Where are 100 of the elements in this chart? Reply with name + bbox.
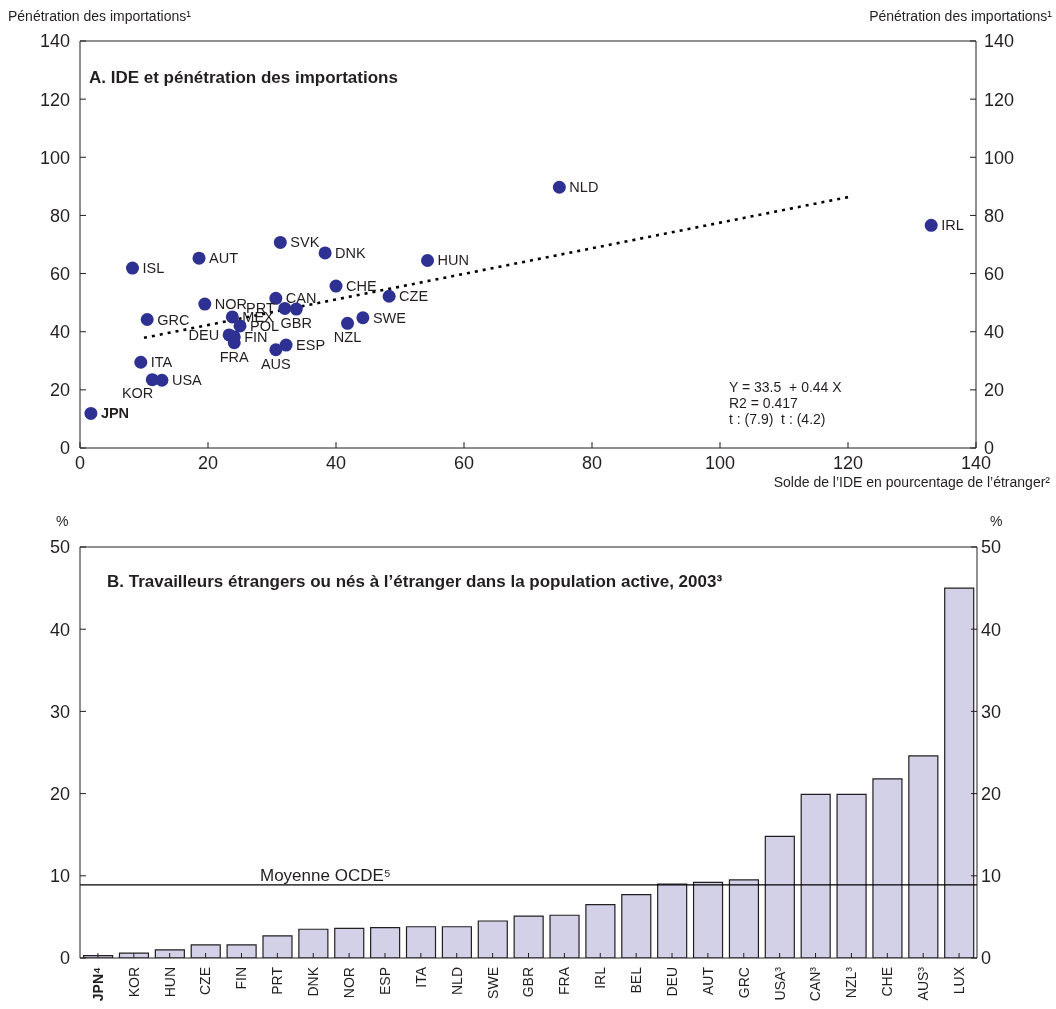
x-tick-label: BEL <box>628 966 645 994</box>
y2-tick-label: 140 <box>984 31 1015 52</box>
series-label: ISL <box>142 260 165 277</box>
x-tick-label: DEU <box>663 967 680 997</box>
y-tick-label: 60 <box>49 263 70 284</box>
point <box>279 338 293 352</box>
x-tick-label: 80 <box>581 452 603 473</box>
point <box>192 251 206 265</box>
point <box>198 297 212 311</box>
series-label: NLD <box>569 179 599 196</box>
x-tick-label: 0 <box>74 452 86 473</box>
point <box>269 343 283 357</box>
y2-tick-label: 100 <box>984 147 1015 168</box>
y2-tick-label: 0 <box>981 948 992 969</box>
x-tick-label: HUN <box>161 967 178 998</box>
point <box>269 291 283 305</box>
y2-tick-label: 20 <box>984 380 1005 401</box>
point <box>289 302 303 316</box>
series-label: IRL <box>941 217 964 234</box>
annotation: Y = 33.5 + 0.44 X <box>729 379 842 395</box>
y-tick-label: 40 <box>49 322 70 343</box>
x-tick-label: GBR <box>520 967 537 998</box>
y-tick-label: 10 <box>49 866 70 887</box>
point <box>84 406 98 420</box>
x-axis-title: Solde de l’IDE en pourcentage de l’étranger² <box>773 474 1050 490</box>
x-tick-label: 120 <box>832 452 864 473</box>
point <box>341 316 355 330</box>
y-tick-label: 140 <box>39 31 70 52</box>
series-label: ITA <box>150 354 173 371</box>
y-tick-label: 0 <box>59 438 70 459</box>
annotation: t : (7.9) t : (4.2) <box>729 411 827 427</box>
y2-tick-label: 10 <box>981 866 1002 887</box>
y2-tick-label: 40 <box>981 619 1002 640</box>
x-tick-label: PRT <box>269 966 286 995</box>
y2-axis-title: % <box>990 513 1003 529</box>
point <box>329 279 343 293</box>
series-label: AUS <box>260 355 291 372</box>
point <box>278 301 292 315</box>
series-label: KOR <box>121 384 154 401</box>
y-tick-label: 40 <box>49 619 70 640</box>
x-tick-label: GRC <box>735 967 752 999</box>
series-label: CHE <box>346 278 377 295</box>
x-tick-label: ITA <box>412 966 429 988</box>
series-label: HUN <box>437 252 469 269</box>
y-axis-title: % <box>56 513 69 529</box>
x-tick-label: JPN⁴ <box>89 966 106 1002</box>
point <box>552 180 566 194</box>
y2-axis-title: Pénétration des importations¹ <box>869 8 1052 24</box>
x-tick-label: AUS³ <box>915 966 932 1001</box>
point <box>125 261 139 275</box>
ref-line-label: Moyenne OCDE⁵ <box>260 865 391 885</box>
x-tick-label: 100 <box>704 452 736 473</box>
series-label: NZL <box>333 329 362 346</box>
y-tick-label: 100 <box>39 147 70 168</box>
point <box>924 218 938 232</box>
series-label: DEU <box>188 326 220 343</box>
point <box>382 289 396 303</box>
series-label: NOR <box>214 296 248 313</box>
series-label: JPN <box>100 405 130 422</box>
x-tick-label: DNK <box>305 966 322 997</box>
x-tick-label: NLD <box>448 967 465 996</box>
x-tick-label: CAN³ <box>807 966 824 1002</box>
y-tick-label: 30 <box>49 701 70 722</box>
y-tick-label: 120 <box>39 89 70 110</box>
y2-tick-label: 120 <box>984 89 1015 110</box>
series-label: CZE <box>399 288 429 305</box>
x-tick-label: LUX <box>950 966 967 995</box>
x-tick-label: NZL³ <box>843 966 860 999</box>
y2-tick-label: 50 <box>981 537 1002 558</box>
point <box>145 373 159 387</box>
text: B. Travailleurs étrangers ou nés à l’étranger dans la population active, 2003³ <box>107 572 723 592</box>
series-label: USA <box>171 372 203 389</box>
y2-tick-label: 20 <box>981 783 1002 804</box>
y2-tick-label: 80 <box>984 205 1005 226</box>
point <box>421 253 435 267</box>
point <box>225 310 239 324</box>
point <box>140 313 154 326</box>
series-label: GRC <box>157 311 190 328</box>
annotation: R2 = 0.417 <box>729 395 799 411</box>
y-tick-label: 20 <box>49 783 70 804</box>
x-tick-label: FRA <box>556 966 573 995</box>
text: A. IDE et pénétration des importations <box>89 68 398 88</box>
x-tick-label: CZE <box>197 967 214 995</box>
x-tick-label: SWE <box>484 967 501 999</box>
y2-tick-label: 40 <box>984 322 1005 343</box>
x-tick-label: 40 <box>325 452 347 473</box>
series-label: SWE <box>372 309 407 326</box>
series-label: CAN <box>285 290 317 307</box>
series-label: FRA <box>219 348 250 365</box>
x-tick-label: IRL <box>592 966 609 989</box>
series-label: DNK <box>335 244 367 261</box>
y-tick-label: 0 <box>59 948 70 969</box>
x-tick-label: KOR <box>125 967 142 998</box>
point <box>356 311 370 325</box>
x-tick-label: 20 <box>197 452 219 473</box>
point <box>134 355 148 369</box>
series-label: SVK <box>290 234 320 251</box>
y-tick-label: 20 <box>49 380 70 401</box>
y-tick-label: 80 <box>49 205 70 226</box>
x-tick-label: FIN <box>233 967 250 990</box>
